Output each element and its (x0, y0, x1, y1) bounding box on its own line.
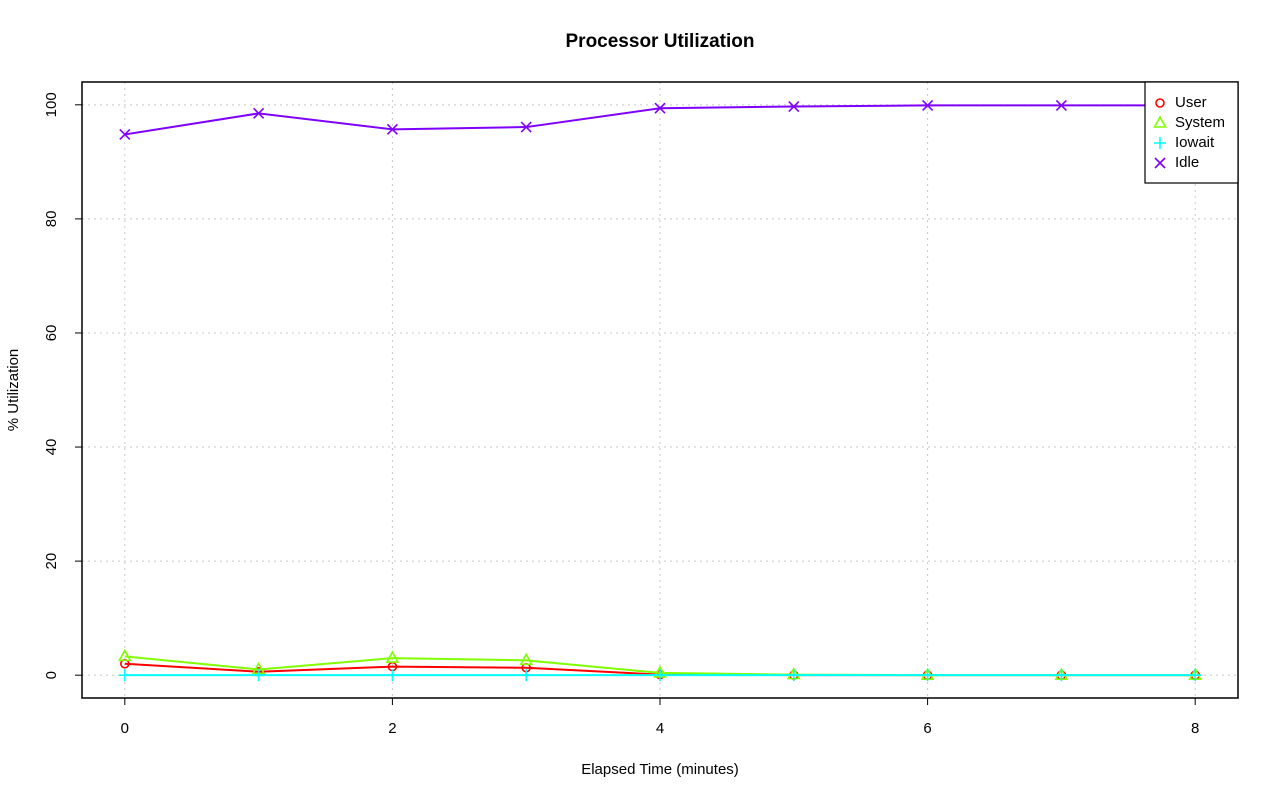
marker (519, 652, 534, 666)
y-tick-label: 40 (43, 439, 60, 456)
legend-label: User (1175, 94, 1207, 111)
y-axis-label: % Utilization (5, 349, 22, 432)
marker (118, 669, 131, 682)
x-axis-label: Elapsed Time (minutes) (581, 761, 739, 778)
marker (921, 669, 934, 682)
marker (117, 648, 132, 662)
x-tick-label: 4 (656, 720, 664, 737)
x-tick-label: 0 (121, 720, 129, 737)
legend-label: Iowait (1175, 134, 1215, 151)
marker (119, 128, 131, 141)
legend-marker (1154, 157, 1166, 169)
legend: User System Iowait Idle (1144, 81, 1239, 184)
y-tick-label: 80 (43, 211, 60, 228)
marker (1055, 669, 1068, 682)
marker (520, 669, 533, 682)
marker (520, 121, 532, 133)
legend-label: System (1175, 114, 1225, 131)
marker (654, 669, 666, 682)
legend-marker (1154, 137, 1166, 149)
x-tick-label: 6 (923, 720, 931, 737)
marker (1055, 99, 1067, 111)
marker (252, 669, 265, 682)
legend-marker (1153, 115, 1167, 128)
y-tick-label: 100 (43, 92, 60, 117)
marker (385, 650, 400, 663)
plot-frame (81, 81, 1239, 699)
marker (253, 107, 265, 119)
y-tick-label: 0 (43, 671, 60, 679)
chart-title: Processor Utilization (566, 31, 755, 52)
marker (654, 102, 666, 114)
marker (922, 99, 934, 111)
y-tick-label: 60 (43, 325, 60, 342)
marker (787, 669, 800, 682)
marker (1189, 669, 1202, 682)
x-tick-label: 8 (1191, 720, 1199, 737)
legend-marker (1155, 98, 1165, 108)
marker (788, 100, 800, 113)
marker (386, 669, 399, 682)
x-tick-label: 2 (388, 720, 396, 737)
marker (386, 123, 398, 135)
legend-label: Idle (1175, 154, 1199, 171)
y-tick-label: 20 (43, 553, 60, 570)
